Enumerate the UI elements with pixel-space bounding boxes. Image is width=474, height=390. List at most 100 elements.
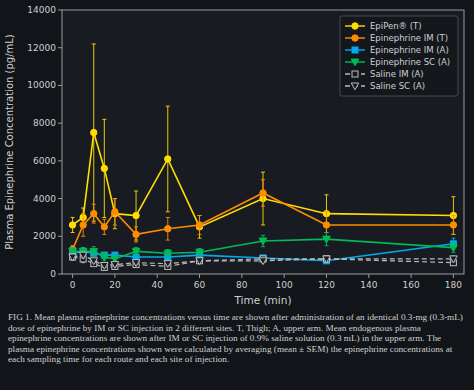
- series-line: [73, 193, 454, 250]
- x-tick-label: 160: [403, 280, 420, 290]
- legend-box: [340, 16, 458, 96]
- point: [90, 258, 98, 265]
- point: [259, 258, 267, 265]
- point: [165, 226, 171, 232]
- data-layer: [69, 44, 457, 270]
- point: [91, 129, 97, 135]
- series: [69, 252, 457, 269]
- point: [450, 222, 456, 228]
- point: [90, 248, 98, 255]
- y-axis-label: Plasma Epinephrine Concentration (pg/mL): [4, 34, 15, 250]
- point: [79, 252, 87, 259]
- error-bar: [451, 197, 455, 235]
- x-tick-label: 100: [276, 280, 293, 290]
- plot-frame: [62, 10, 464, 274]
- point: [197, 258, 203, 264]
- x-tick-label: 60: [194, 280, 206, 290]
- y-tick-label: 10000: [27, 80, 56, 90]
- point: [112, 209, 118, 215]
- series: [70, 254, 457, 270]
- point: [323, 236, 331, 243]
- x-tick: [241, 274, 242, 278]
- y-tick-label: 2000: [33, 231, 56, 241]
- point: [450, 256, 458, 263]
- x-tick: [72, 274, 73, 278]
- y-tick-label: 12000: [27, 43, 56, 53]
- point: [323, 222, 329, 228]
- series-line: [73, 257, 454, 267]
- legend-label: Epinephrine IM (A): [370, 45, 449, 55]
- y-tick: [58, 85, 62, 86]
- y-tick-label: 0: [50, 269, 56, 279]
- legend-marker: [352, 23, 358, 29]
- legend-label: Epinephrine SC (A): [370, 57, 450, 67]
- point: [164, 261, 172, 268]
- y-tick: [58, 10, 62, 11]
- x-axis-label: Time (min): [233, 294, 291, 306]
- y-tick: [58, 236, 62, 237]
- point: [259, 238, 267, 245]
- y-tick-label: 4000: [33, 194, 56, 204]
- x-tick: [411, 274, 412, 278]
- point: [196, 249, 204, 256]
- point: [91, 210, 97, 216]
- x-tick: [368, 274, 369, 278]
- series: [69, 44, 456, 240]
- point: [165, 156, 171, 162]
- legend-label: Epinephrine IM (T): [370, 33, 448, 43]
- point: [323, 256, 331, 263]
- y-tick-label: 6000: [33, 156, 56, 166]
- point: [133, 212, 139, 218]
- y-tick: [58, 274, 62, 275]
- series-line: [73, 255, 454, 265]
- point: [196, 258, 204, 265]
- legend-label: Saline IM (A): [370, 69, 424, 79]
- plot-background: [62, 10, 464, 274]
- point: [101, 165, 107, 171]
- x-tick-label: 120: [318, 280, 335, 290]
- y-tick: [58, 160, 62, 161]
- legend-label: EpiPen® (T): [370, 21, 422, 31]
- point: [69, 254, 77, 261]
- y-tick: [58, 47, 62, 48]
- x-tick: [157, 274, 158, 278]
- series-line: [73, 133, 454, 227]
- point: [101, 224, 107, 230]
- x-tick: [453, 274, 454, 278]
- legend-marker: [352, 71, 358, 77]
- point: [133, 231, 139, 237]
- legend-marker: [351, 83, 359, 90]
- x-tick: [284, 274, 285, 278]
- point: [132, 260, 140, 267]
- point: [70, 254, 76, 260]
- x-tick: [114, 274, 115, 278]
- point: [323, 256, 329, 262]
- y-tick-label: 14000: [27, 5, 56, 15]
- legend: EpiPen® (T) Epinephrine IM (T) Epinephrine…: [340, 16, 458, 96]
- y-tick-label: 8000: [33, 118, 56, 128]
- page: 0 20 40 60 80 100 120 140 160 180 0 2000 4000 6000 800…: [0, 0, 474, 390]
- x-tick-label: 20: [109, 280, 121, 290]
- point: [260, 190, 266, 196]
- point: [80, 222, 86, 228]
- point: [196, 222, 202, 228]
- point: [111, 262, 119, 269]
- legend-marker: [351, 59, 359, 66]
- y-tick: [58, 123, 62, 124]
- x-tick-label: 40: [151, 280, 163, 290]
- x-tick-label: 140: [360, 280, 377, 290]
- x-tick: [326, 274, 327, 278]
- series: [70, 238, 457, 264]
- point: [69, 222, 75, 228]
- point: [132, 248, 140, 255]
- point: [164, 250, 172, 257]
- point: [101, 263, 109, 270]
- x-tick-label: 0: [70, 280, 76, 290]
- legend-marker: [352, 47, 358, 53]
- y-tick: [58, 198, 62, 199]
- x-tick-label: 180: [445, 280, 462, 290]
- point: [101, 254, 109, 261]
- legend-marker: [352, 35, 358, 41]
- x-tick-label: 80: [236, 280, 248, 290]
- caption: FIG 1. Mean plasma epinephrine concentra…: [8, 312, 466, 365]
